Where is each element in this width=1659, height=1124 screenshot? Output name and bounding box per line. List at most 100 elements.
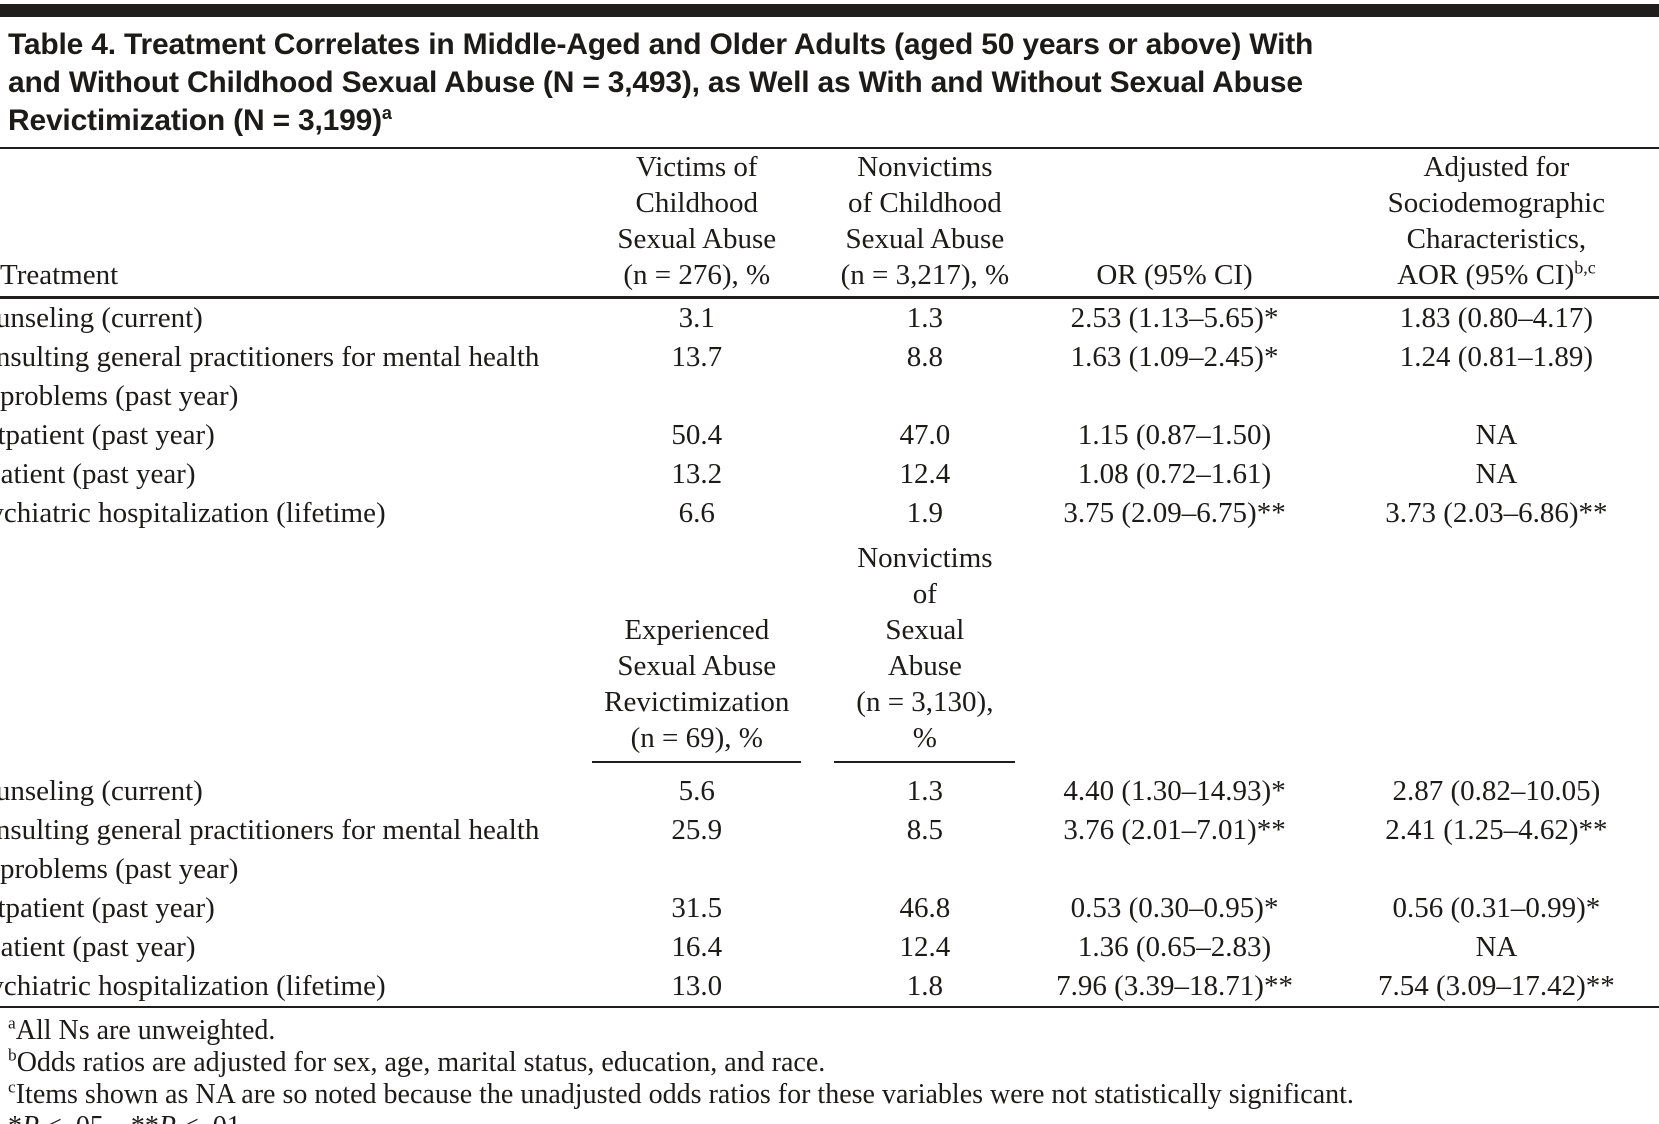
treatment-cell: Consulting general practitioners for men… [0,814,540,885]
footnote-a-marker: a [8,1013,16,1033]
table-row: Inpatient (past year) 13.2 12.4 1.08 (0.… [0,455,1659,494]
or-cell: 3.76 (2.01–7.01)** [1063,814,1286,846]
column-header-victims-csa: Victims of Childhood Sexual Abuse (n = 2… [559,149,835,299]
column-header-aor: Adjusted for Sociodemographic Characteri… [1333,149,1659,299]
footnote-a: aAll Ns are unweighted. [8,1013,1651,1047]
section2-header-revictimization: Experienced Sexual Abuse Revictimization… [559,533,834,763]
table-title-footnote-marker: a [381,103,392,123]
treatment-table: Treatment Victims of Childhood Sexual Ab… [0,149,1659,1008]
significance-p1: P [22,1111,39,1124]
treatment-cell: Psychiatric hospitalization (lifetime) [0,497,386,529]
nonvictims-pct-cell: 1.8 [906,970,943,1002]
or-cell: 1.08 (0.72–1.61) [1077,458,1272,490]
table-row: Consulting general practitioners for men… [0,811,1659,889]
section2-header-empty [1334,533,1659,763]
table-row: Outpatient (past year) 31.5 46.8 0.53 (0… [0,889,1659,928]
aor-cell: 0.56 (0.31–0.99)* [1392,892,1601,924]
significance-threshold1: < .05. [39,1111,111,1124]
treatment-cell: Consulting general practitioners for men… [0,341,540,412]
treatment-cell: Outpatient (past year) [0,892,215,924]
treatment-cell: Inpatient (past year) [0,458,196,490]
victims-pct-cell: 25.9 [671,814,723,846]
treatment-cell: Counseling (current) [0,775,203,807]
or-cell: 1.36 (0.65–2.83) [1077,931,1272,963]
victims-pct-cell: 5.6 [678,775,715,807]
victims-pct-cell: 13.2 [671,458,723,490]
section2-header-empty [1015,533,1334,763]
aor-cell: 2.87 (0.82–10.05) [1392,775,1601,807]
nonvictims-pct-cell: 1.3 [906,302,943,334]
nonvictims-pct-cell: 47.0 [899,419,951,451]
victims-pct-cell: 13.0 [671,970,723,1002]
footnote-c-text: Items shown as NA are so noted because t… [15,1079,1354,1110]
aor-cell: 7.54 (3.09–17.42)** [1377,970,1615,1002]
top-rule [0,4,1659,17]
or-cell: 3.75 (2.09–6.75)** [1063,497,1286,529]
or-cell: 1.63 (1.09–2.45)* [1070,341,1279,373]
footnote-b-text: Odds ratios are adjusted for sex, age, m… [16,1047,826,1078]
section1-header-row: Treatment Victims of Childhood Sexual Ab… [0,149,1659,299]
nonvictims-pct-cell: 8.5 [906,814,943,846]
footnote-b: bOdds ratios are adjusted for sex, age, … [8,1045,1651,1079]
significance-note: *P < .05.**P < .01. [8,1111,1651,1124]
victims-pct-cell: 16.4 [671,931,723,963]
significance-star2: ** [131,1111,159,1124]
column-header-treatment: Treatment [0,149,560,299]
table-title-text: Table 4. Treatment Correlates in Middle-… [8,28,1314,137]
aor-cell: NA [1475,458,1518,490]
table-row: Counseling (current) 5.6 1.3 4.40 (1.30–… [0,772,1659,811]
table-row: Outpatient (past year) 50.4 47.0 1.15 (0… [0,416,1659,455]
aor-cell: NA [1475,419,1518,451]
table-row: Inpatient (past year) 16.4 12.4 1.36 (0.… [0,928,1659,967]
treatment-cell: Inpatient (past year) [0,931,196,963]
victims-pct-cell: 31.5 [671,892,723,924]
aor-cell: 1.83 (0.80–4.17) [1399,302,1594,334]
victims-pct-cell: 3.1 [678,302,715,334]
section2-header-revictimization-text: Experienced Sexual Abuse Revictimization… [592,612,802,763]
footnote-c-marker: c [8,1077,16,1097]
nonvictims-pct-cell: 46.8 [899,892,951,924]
table-row: Consulting general practitioners for men… [0,338,1659,416]
treatment-cell: Counseling (current) [0,302,203,334]
nonvictims-pct-cell: 1.9 [906,497,943,529]
aor-cell: 2.41 (1.25–4.62)** [1385,814,1608,846]
or-cell: 2.53 (1.13–5.65)* [1070,302,1279,334]
or-cell: 7.96 (3.39–18.71)** [1056,970,1293,1002]
column-header-aor-text: Adjusted for Sociodemographic Characteri… [1387,151,1606,291]
table-row: Psychiatric hospitalization (lifetime) 6… [0,494,1659,533]
aor-cell: NA [1475,931,1518,963]
aor-cell: 1.24 (0.81–1.89) [1399,341,1594,373]
or-cell: 0.53 (0.30–0.95)* [1070,892,1279,924]
significance-p2: P [159,1111,176,1124]
section2-header-nonvictims-text: Nonvictims of Sexual Abuse (n = 3,130), … [834,540,1016,763]
treatment-cell: Psychiatric hospitalization (lifetime) [0,970,386,1002]
table-row: Counseling (current) 3.1 1.3 2.53 (1.13–… [0,298,1659,339]
section2-header-empty [0,533,559,763]
nonvictims-pct-cell: 12.4 [899,458,951,490]
nonvictims-pct-cell: 8.8 [906,341,943,373]
column-header-aor-footnote-marker: b,c [1574,257,1596,278]
nonvictims-pct-cell: 12.4 [899,931,951,963]
significance-star1: * [8,1111,22,1124]
column-header-or: OR (95% CI) [1015,149,1334,299]
treatment-cell: Outpatient (past year) [0,419,215,451]
victims-pct-cell: 6.6 [678,497,715,529]
table-title: Table 4. Treatment Correlates in Middle-… [0,17,1659,147]
footnote-b-marker: b [8,1045,17,1065]
table-row: Psychiatric hospitalization (lifetime) 1… [0,967,1659,1007]
section2-header-row: Experienced Sexual Abuse Revictimization… [0,533,1659,763]
significance-threshold2: < .01. [176,1111,248,1124]
victims-pct-cell: 50.4 [671,419,723,451]
rule-under-title [0,147,1659,149]
section2-header-nonvictims: Nonvictims of Sexual Abuse (n = 3,130), … [834,533,1016,763]
nonvictims-pct-cell: 1.3 [906,775,943,807]
footnote-a-text: All Ns are unweighted. [15,1015,276,1046]
footnotes: aAll Ns are unweighted. bOdds ratios are… [0,1008,1659,1124]
or-cell: 4.40 (1.30–14.93)* [1063,775,1286,807]
or-cell: 1.15 (0.87–1.50) [1077,419,1272,451]
spacer-row [0,763,1659,772]
victims-pct-cell: 13.7 [671,341,723,373]
aor-cell: 3.73 (2.03–6.86)** [1385,497,1608,529]
footnote-c: cItems shown as NA are so noted because … [8,1077,1651,1111]
